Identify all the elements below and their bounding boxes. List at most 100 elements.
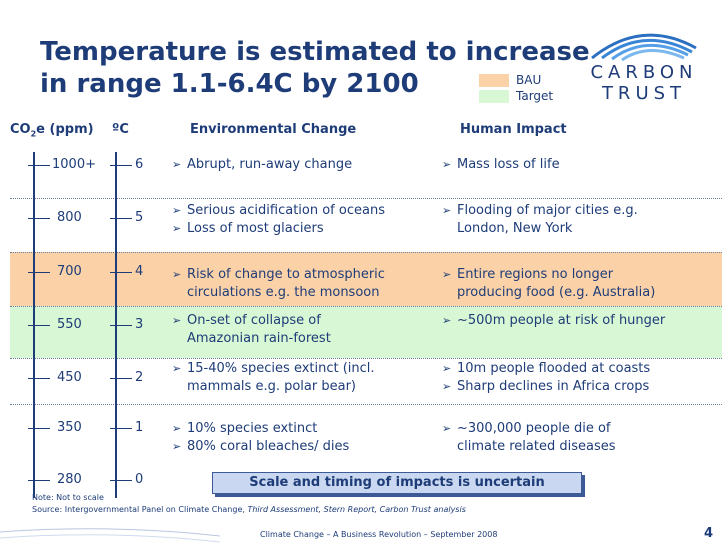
- co2-tick: [28, 378, 50, 379]
- slide-title: Temperature is estimated to increase in …: [40, 36, 590, 100]
- human-impact-text: Sharp declines in Africa crops: [457, 379, 650, 394]
- env-impact-text: Amazonian rain-forest: [187, 331, 331, 346]
- temp-value: 3: [135, 317, 144, 332]
- env-impact-line: circulations e.g. the monsoon: [172, 284, 385, 302]
- human-impact-line: ➢ Entire regions no longer: [442, 266, 655, 284]
- co2-tick: [28, 325, 50, 326]
- bullet-arrow-icon: ➢: [442, 422, 452, 435]
- target-band: [10, 306, 722, 358]
- env-impact: ➢ 10% species extinct ➢ 80% coral bleaches/…: [172, 420, 349, 456]
- header-environmental-change: Environmental Change: [190, 122, 357, 137]
- env-impact-text: Risk of change to atmospheric: [187, 267, 385, 282]
- bullet-arrow-icon: ➢: [172, 422, 182, 435]
- slide-title-line-2: in range 1.1-6.4C by 2100: [40, 69, 419, 99]
- human-impact-text: 10m people flooded at coasts: [457, 361, 651, 376]
- bau-band: [10, 252, 722, 306]
- env-impact: ➢ 15-40% species extinct (incl. mammals e.…: [172, 360, 375, 396]
- row-separator: [10, 198, 722, 199]
- env-impact-line: ➢ Abrupt, run-away change: [172, 156, 352, 174]
- env-impact-text: 10% species extinct: [187, 421, 318, 436]
- env-impact-text: 80% coral bleaches/ dies: [187, 439, 350, 454]
- legend-label-target: Target: [516, 89, 554, 103]
- bullet-arrow-icon: ➢: [442, 380, 452, 393]
- human-impact: ➢ 10m people flooded at coasts ➢ Sharp decl…: [442, 360, 650, 396]
- env-impact-line: ➢ 10% species extinct: [172, 420, 349, 438]
- temp-tick: [110, 165, 132, 166]
- env-impact-line: ➢ Loss of most glaciers: [172, 220, 385, 238]
- env-impact-line: ➢ 15-40% species extinct (incl.: [172, 360, 375, 378]
- logo-word-1: CARBON: [590, 62, 698, 83]
- bullet-arrow-icon: ➢: [172, 362, 182, 375]
- logo-word-2: TRUST: [601, 83, 687, 104]
- bullet-arrow-icon: ➢: [172, 314, 182, 327]
- env-impact-text: Loss of most glaciers: [187, 221, 324, 236]
- legend-label-bau: BAU: [516, 73, 542, 87]
- human-impact-line: ➢ Mass loss of life: [442, 156, 560, 174]
- human-impact-text: climate related diseases: [457, 439, 616, 454]
- footer: [0, 526, 728, 546]
- temp-tick: [110, 272, 132, 273]
- human-impact-line: ➢ 10m people flooded at coasts: [442, 360, 650, 378]
- human-impact-line: ➢ ~300,000 people die of: [442, 420, 616, 438]
- bullet-arrow-icon: ➢: [172, 440, 182, 453]
- human-impact-line: London, New York: [442, 220, 638, 238]
- temp-tick: [110, 428, 132, 429]
- co2-tick: [28, 480, 50, 481]
- row-separator: [10, 358, 722, 359]
- human-impact-text: London, New York: [457, 221, 573, 236]
- temp-value: 0: [135, 472, 144, 487]
- co2-value: 280: [57, 472, 82, 487]
- human-impact: ➢ Entire regions no longer producing food …: [442, 266, 655, 302]
- human-impact-text: producing food (e.g. Australia): [457, 285, 656, 300]
- temp-value: 5: [135, 210, 144, 225]
- bullet-arrow-icon: ➢: [442, 204, 452, 217]
- bullet-arrow-icon: ➢: [442, 158, 452, 171]
- legend-swatch-bau: [479, 74, 509, 87]
- header-temp: ºC: [112, 122, 129, 137]
- source-note: Source: Intergovernmental Panel on Clima…: [32, 505, 466, 514]
- co2-tick: [28, 428, 50, 429]
- human-impact: ➢ ~300,000 people die of climate related d…: [442, 420, 616, 456]
- human-impact-text: Mass loss of life: [457, 157, 560, 172]
- human-impact-text: Flooding of major cities e.g.: [457, 203, 638, 218]
- row-separator: [10, 252, 722, 253]
- env-impact-line: Amazonian rain-forest: [172, 330, 331, 348]
- temp-value: 1: [135, 420, 144, 435]
- human-impact-line: producing food (e.g. Australia): [442, 284, 655, 302]
- env-impact: ➢ Risk of change to atmospheric circulatio…: [172, 266, 385, 302]
- human-impact-line: climate related diseases: [442, 438, 616, 456]
- env-impact-text: Abrupt, run-away change: [187, 157, 353, 172]
- temp-value: 6: [135, 157, 144, 172]
- temp-tick: [110, 378, 132, 379]
- scale-note: Note: Not to scale: [32, 493, 104, 502]
- logo-arcs-icon: [591, 33, 697, 62]
- temp-tick: [110, 325, 132, 326]
- co2-tick: [28, 165, 50, 166]
- bullet-arrow-icon: ➢: [172, 204, 182, 217]
- page-number: 4: [704, 526, 714, 541]
- carbon-trust-logo: CARBON TRUST: [578, 22, 710, 104]
- co2-value: 700: [57, 264, 82, 279]
- legend-swatch-target: [479, 90, 509, 103]
- env-impact: ➢ Abrupt, run-away change: [172, 156, 352, 174]
- human-impact: ➢ Flooding of major cities e.g. London, Ne…: [442, 202, 638, 238]
- header-co2: CO2e (ppm): [10, 122, 94, 139]
- env-impact-text: On-set of collapse of: [187, 313, 321, 328]
- footer-decoration-icon: [0, 528, 220, 543]
- co2-value: 350: [57, 420, 82, 435]
- co2-tick: [28, 218, 50, 219]
- human-impact-text: Entire regions no longer: [457, 267, 614, 282]
- temp-value: 4: [135, 264, 144, 279]
- env-impact-line: ➢ Risk of change to atmospheric: [172, 266, 385, 284]
- env-impact-text: circulations e.g. the monsoon: [187, 285, 380, 300]
- human-impact-text: ~500m people at risk of hunger: [457, 313, 666, 328]
- env-impact-text: Serious acidification of oceans: [187, 203, 385, 218]
- temp-tick: [110, 218, 132, 219]
- co2-value: 1000+: [52, 157, 96, 172]
- env-impact-text: mammals e.g. polar bear): [187, 379, 356, 394]
- human-impact-line: ➢ ~500m people at risk of hunger: [442, 312, 665, 330]
- human-impact-line: ➢ Flooding of major cities e.g.: [442, 202, 638, 220]
- row-separator: [10, 306, 722, 307]
- human-impact-text: ~300,000 people die of: [457, 421, 611, 436]
- temp-tick: [110, 480, 132, 481]
